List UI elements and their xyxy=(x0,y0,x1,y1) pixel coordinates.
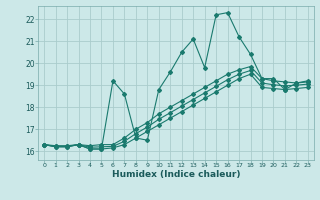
X-axis label: Humidex (Indice chaleur): Humidex (Indice chaleur) xyxy=(112,170,240,179)
